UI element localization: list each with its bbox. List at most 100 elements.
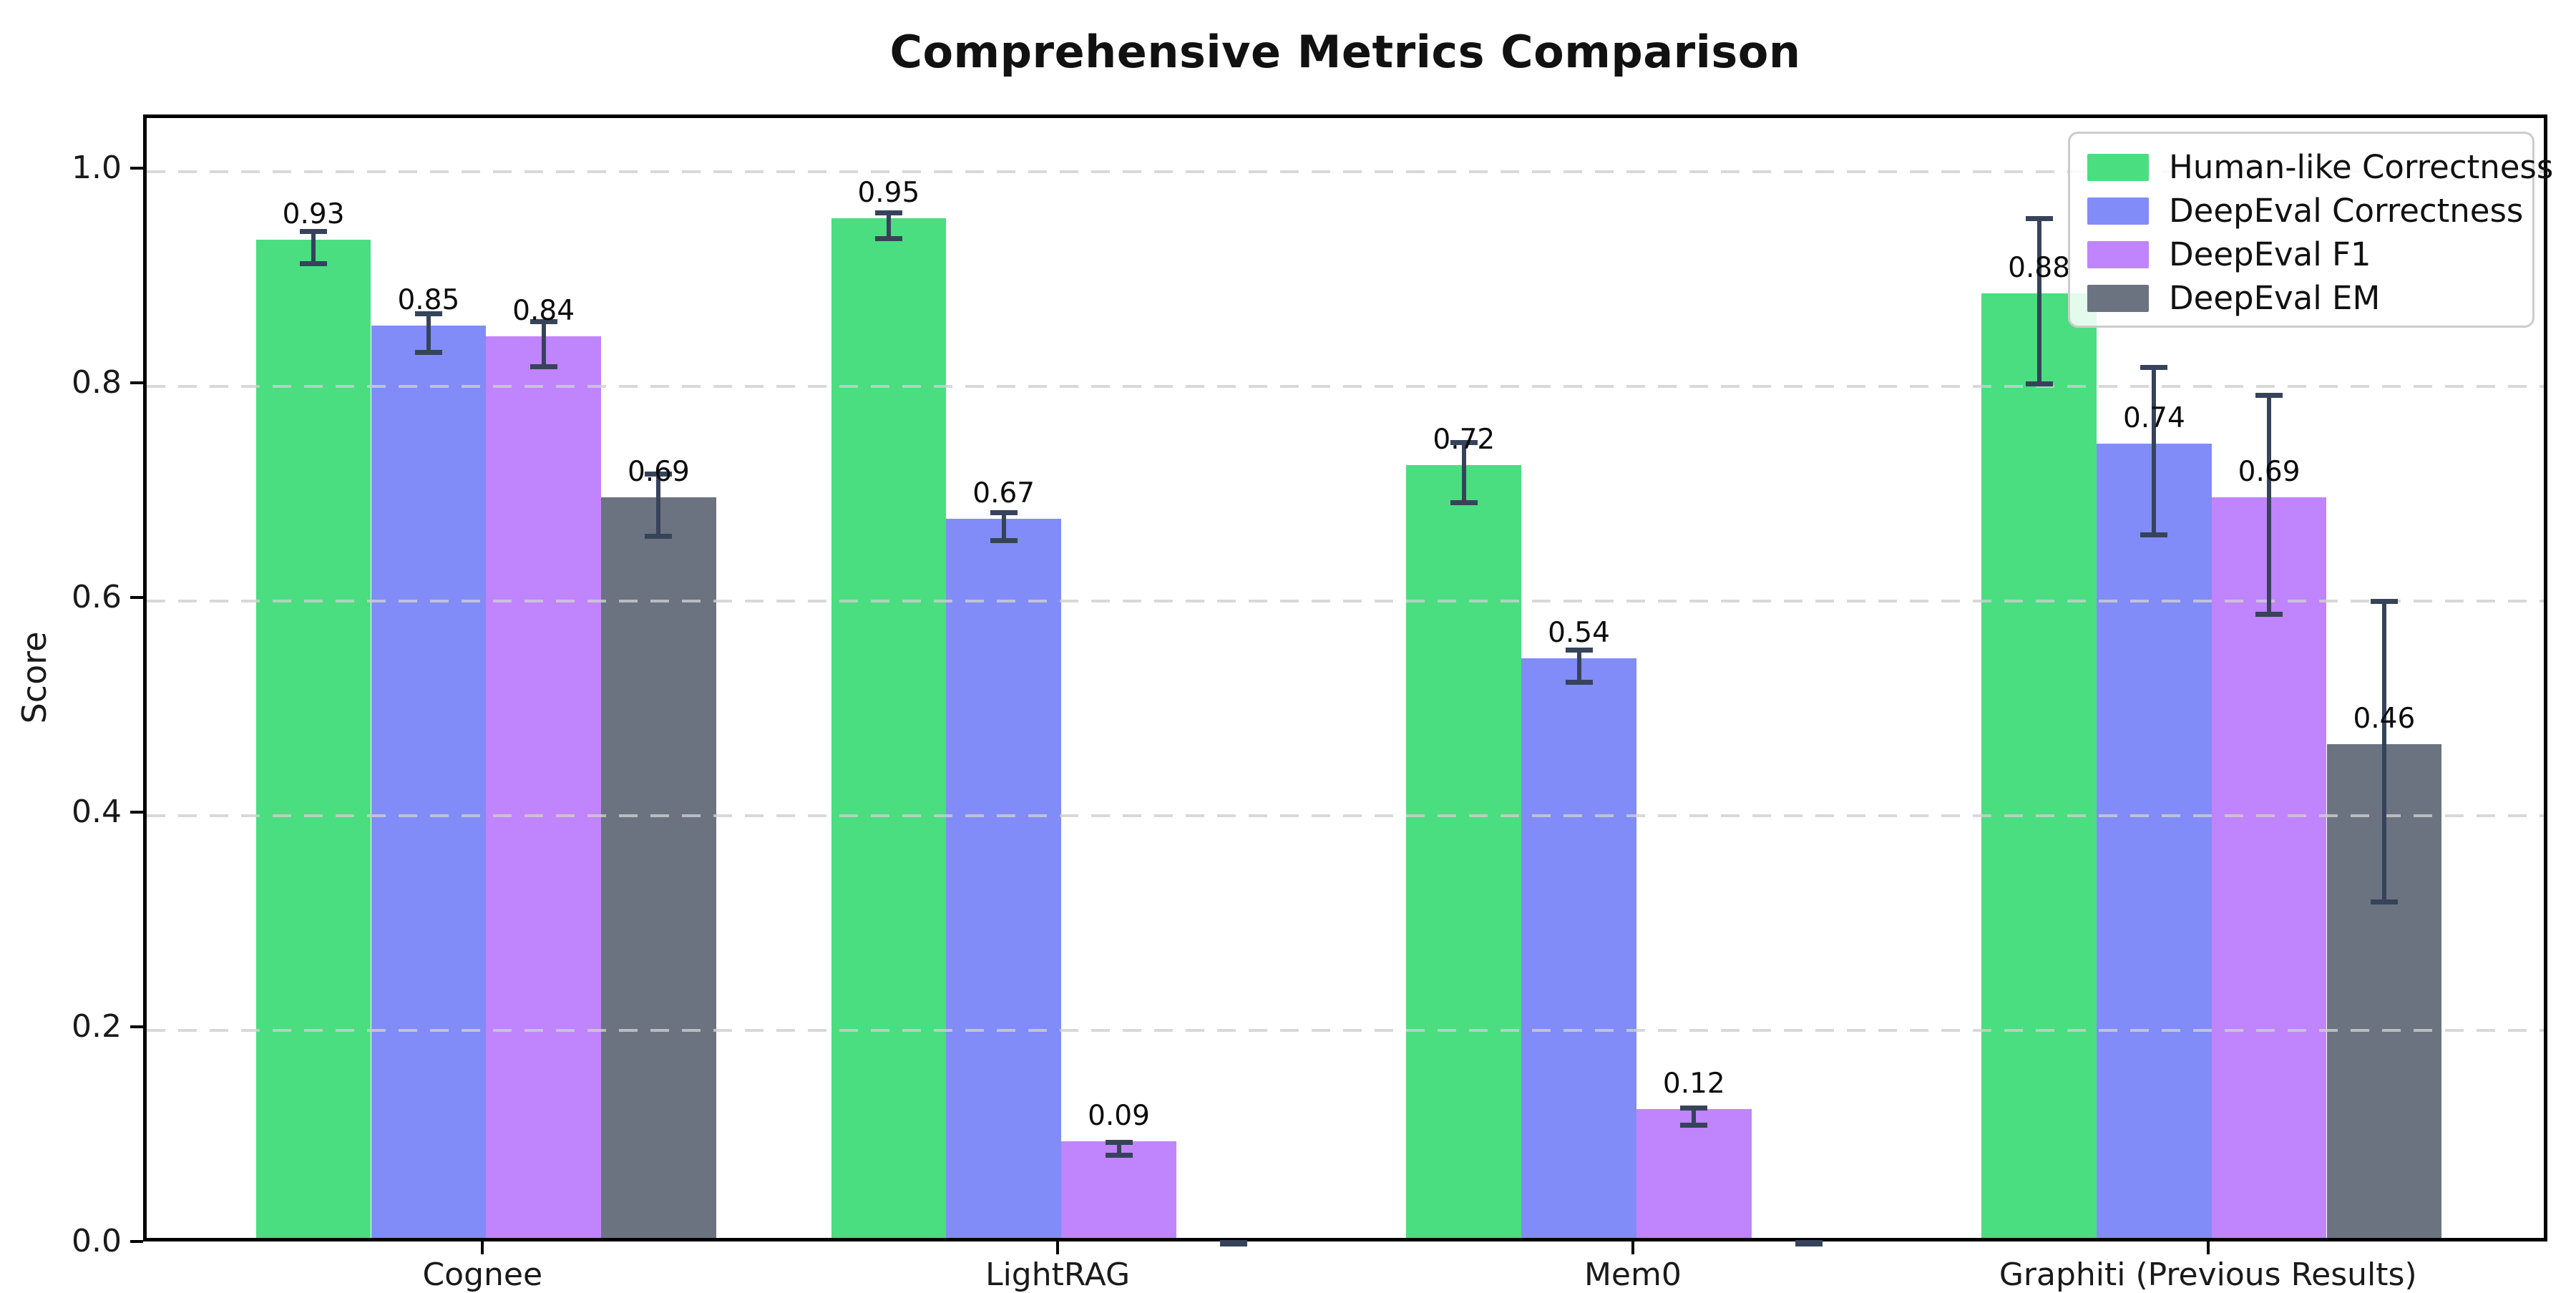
error-bar-cap-bottom	[1105, 1153, 1133, 1158]
y-tick-label: 0.6	[72, 579, 122, 615]
error-bar-cap-bottom	[2025, 381, 2053, 386]
value-label: 0.69	[627, 456, 690, 488]
y-tick-label: 0.8	[72, 364, 122, 401]
error-bar-cap-top	[2255, 393, 2283, 398]
error-bar-cap-top	[300, 228, 328, 234]
error-bar-cap-top	[530, 318, 557, 324]
y-tick	[130, 811, 143, 814]
error-bar-cap-top	[2025, 215, 2053, 221]
bar	[2211, 497, 2327, 1238]
value-label: 0.95	[857, 177, 920, 209]
x-tick	[481, 1241, 484, 1254]
legend-label: DeepEval Correctness	[2169, 192, 2524, 230]
value-label: 0.88	[2008, 252, 2071, 284]
error-bar-cap-top	[1565, 647, 1593, 653]
error-bar-cap-bottom	[1565, 679, 1593, 685]
gridline	[147, 1029, 2544, 1032]
legend-label: Human-like Correctness	[2169, 148, 2554, 186]
error-bar	[311, 230, 316, 263]
legend-swatch	[2087, 240, 2149, 268]
bar	[255, 240, 371, 1238]
y-tick	[130, 1240, 143, 1243]
gridline	[147, 170, 2544, 173]
y-tick	[130, 596, 143, 599]
error-bar-cap-bottom	[874, 236, 902, 241]
error-bar	[541, 321, 546, 366]
y-tick-label: 0.0	[72, 1223, 122, 1259]
x-tick	[1056, 1241, 1060, 1254]
x-tick-label: LightRAG	[985, 1257, 1131, 1293]
error-bar-cap-top	[990, 509, 1018, 515]
bar	[1636, 1109, 1752, 1238]
error-bar-cap-top	[2140, 365, 2168, 370]
x-tick-label: Cognee	[422, 1257, 543, 1293]
legend-item: DeepEval F1	[2087, 233, 2532, 276]
error-bar-cap-top	[874, 210, 902, 215]
plot-inner: 0.93 0.95 0.72 0.88 0.85 0.67 0.54 0.74 0.84 0.09…	[147, 118, 2544, 1246]
bar	[1521, 658, 1636, 1238]
error-bar-cap-top	[645, 471, 673, 477]
error-bar-cap-bottom	[530, 363, 557, 369]
legend-label: DeepEval F1	[2169, 235, 2371, 273]
error-bar	[1576, 649, 1581, 682]
y-tick-label: 1.0	[72, 150, 122, 186]
legend-swatch	[2087, 153, 2149, 181]
bar	[2097, 444, 2212, 1238]
x-tick-label: Mem0	[1584, 1257, 1682, 1293]
gridline	[147, 600, 2544, 602]
legend-item: Human-like Correctness	[2087, 145, 2553, 189]
legend-swatch	[2087, 284, 2149, 312]
error-bar	[2267, 395, 2272, 614]
error-bar	[2036, 218, 2041, 384]
error-bar	[2381, 601, 2386, 902]
value-label: 0.12	[1662, 1068, 1725, 1100]
error-bar-cap-bottom	[1220, 1241, 1248, 1246]
x-tick	[1631, 1241, 1634, 1254]
y-tick-label: 0.4	[72, 794, 122, 830]
error-bar-cap-bottom	[1450, 500, 1478, 505]
error-bar-cap-bottom	[2140, 532, 2168, 537]
error-bar-cap-bottom	[2255, 612, 2283, 617]
value-label: 0.69	[2238, 456, 2301, 488]
legend: Human-like Correctness DeepEval Correctne…	[2068, 132, 2553, 328]
legend-item: DeepEval EM	[2087, 276, 2532, 320]
bar	[486, 336, 602, 1238]
value-label: 0.09	[1088, 1100, 1150, 1132]
legend-swatch	[2087, 197, 2149, 225]
error-bar-cap-top	[414, 311, 442, 316]
error-bar-cap-bottom	[1795, 1241, 1823, 1246]
error-bar-cap-top	[1105, 1140, 1133, 1145]
bar	[1981, 293, 2097, 1238]
value-label: 0.84	[512, 295, 575, 327]
x-tick	[2206, 1241, 2210, 1254]
value-label: 0.85	[397, 284, 460, 316]
bar	[831, 218, 947, 1238]
value-label: 0.72	[1433, 424, 1496, 456]
error-bar-cap-bottom	[414, 350, 442, 355]
error-bar-cap-top	[2370, 599, 2398, 604]
error-bar	[886, 213, 891, 238]
error-bar-cap-bottom	[2370, 899, 2398, 904]
error-bar	[1692, 1108, 1697, 1125]
chart-title: Comprehensive Metrics Comparison	[889, 26, 1801, 78]
error-bar-cap-bottom	[1680, 1123, 1708, 1128]
error-bar	[426, 313, 431, 352]
error-bar	[1001, 512, 1006, 540]
error-bar-cap-bottom	[300, 260, 328, 266]
y-tick	[130, 381, 143, 384]
value-label: 0.93	[282, 198, 345, 230]
error-bar-cap-bottom	[990, 537, 1018, 543]
bar	[946, 519, 1062, 1238]
gridline	[147, 814, 2544, 817]
value-label: 0.46	[2353, 703, 2416, 735]
error-bar-cap-bottom	[645, 533, 673, 539]
y-tick-label: 0.2	[72, 1008, 122, 1045]
error-bar	[1461, 442, 1466, 502]
error-bar-cap-top	[1450, 440, 1478, 445]
error-bar-cap-top	[1680, 1106, 1708, 1111]
y-tick	[130, 1025, 143, 1028]
x-tick-label: Graphiti (Previous Results)	[1999, 1257, 2417, 1293]
bar	[601, 497, 716, 1238]
legend-item: DeepEval Correctness	[2087, 189, 2532, 233]
